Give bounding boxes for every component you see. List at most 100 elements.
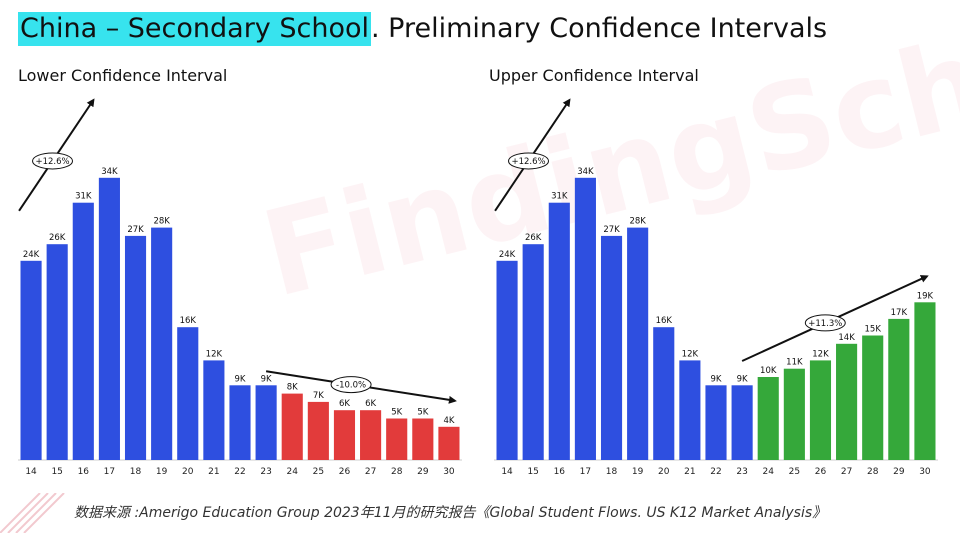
upper-data-label-30: 19K [917,291,934,301]
lower-trend-1-badge [32,152,74,170]
upper-bar-28 [862,335,884,460]
upper-chart-title: Upper Confidence Interval [489,66,699,85]
upper-data-label-16: 31K [551,192,568,202]
lower-data-label-14: 24K [23,250,40,260]
lower-bar-20 [177,327,199,460]
lower-data-label-22: 9K [235,374,246,384]
upper-bar-27 [836,343,858,460]
lower-data-label-29: 5K [417,408,428,418]
lower-tick-label-30: 30 [443,467,455,477]
lower-tick-label-20: 20 [182,467,194,477]
lower-data-label-15: 26K [49,233,66,243]
upper-bar-24 [757,377,779,460]
lower-data-label-27: 6K [365,399,376,409]
lower-tick-label-14: 14 [25,467,37,477]
lower-bar-30 [438,426,460,460]
upper-bar-25 [783,368,805,460]
upper-tick-label-14: 14 [501,467,513,477]
upper-trend-2-text: +11.3% [808,319,842,329]
upper-trend-2-badge [804,314,846,332]
upper-data-label-23: 9K [737,374,748,384]
lower-trend-2-badge [330,376,372,394]
upper-tick-label-25: 25 [789,467,800,477]
upper-bar-30 [914,302,936,460]
upper-data-label-22: 9K [711,374,722,384]
lower-bar-14 [20,260,42,460]
lower-data-label-20: 16K [180,316,197,326]
upper-bar-15 [522,244,544,460]
lower-data-label-19: 28K [153,217,170,227]
lower-data-label-24: 8K [287,383,298,393]
lower-tick-label-24: 24 [287,467,299,477]
lower-confidence-chart: 24K 14 26K 15 31K 16 34K 17 27K 18 28K 19 16K 20 12K 21… [18,98,462,477]
lower-bar-28 [386,418,408,460]
upper-bar-20 [653,327,675,460]
lower-data-label-21: 12K [206,349,223,359]
upper-trend-1-badge [508,152,550,170]
upper-data-label-27: 14K [838,333,855,343]
upper-data-label-20: 16K [656,316,673,326]
source-note: 数据来源 :Amerigo Education Group 2023年11月的研… [74,505,827,521]
lower-tick-label-16: 16 [78,467,90,477]
lower-tick-label-22: 22 [234,467,245,477]
upper-data-label-17: 34K [577,167,594,177]
lower-tick-label-15: 15 [51,467,62,477]
lower-trend-2-text: -10.0% [336,381,366,391]
upper-data-label-26: 12K [812,349,829,359]
lower-tick-label-27: 27 [365,467,376,477]
upper-tick-label-28: 28 [867,467,879,477]
lower-bar-16 [72,202,94,460]
upper-tick-label-29: 29 [893,467,905,477]
upper-bar-22 [705,385,727,460]
upper-data-label-19: 28K [629,217,646,227]
upper-trend-1-text: +12.6% [511,157,545,167]
upper-tick-label-20: 20 [658,467,670,477]
lower-data-label-18: 27K [127,225,144,235]
lower-tick-label-17: 17 [104,467,115,477]
upper-bar-17 [574,177,596,461]
lower-bar-19 [151,227,173,460]
upper-data-label-14: 24K [499,250,516,260]
lower-tick-label-19: 19 [156,467,168,477]
upper-data-label-21: 12K [682,349,699,359]
lower-tick-label-26: 26 [339,467,351,477]
lower-data-label-28: 5K [391,408,402,418]
upper-tick-label-22: 22 [710,467,721,477]
upper-bar-14 [496,260,518,460]
lower-trend-1-text: +12.6% [35,157,69,167]
upper-tick-label-17: 17 [580,467,591,477]
lower-bar-18 [124,235,147,460]
upper-bar-19 [627,227,649,460]
lower-bar-17 [98,177,120,461]
lower-data-label-30: 4K [443,416,454,426]
upper-tick-label-30: 30 [919,467,931,477]
lower-bar-21 [203,360,225,460]
lower-tick-label-25: 25 [313,467,324,477]
lower-tick-label-18: 18 [130,467,142,477]
lower-chart-title: Lower Confidence Interval [18,66,228,85]
lower-bar-27 [360,410,382,460]
lower-tick-label-29: 29 [417,467,429,477]
upper-data-label-29: 17K [891,308,908,318]
upper-data-label-24: 10K [760,366,777,376]
lower-data-label-23: 9K [261,374,272,384]
upper-bar-16 [548,202,570,460]
title-highlight: China – Secondary School [18,12,371,46]
upper-tick-label-23: 23 [736,467,747,477]
title-rest: . Preliminary Confidence Intervals [371,13,828,44]
upper-tick-label-27: 27 [841,467,852,477]
lower-bar-26 [333,410,356,460]
lower-data-label-16: 31K [75,192,92,202]
lower-tick-label-28: 28 [391,467,403,477]
upper-tick-label-21: 21 [684,467,695,477]
page-title: China – Secondary School. Preliminary Co… [18,12,827,46]
lower-data-label-25: 7K [313,391,324,401]
lower-bar-25 [307,401,329,460]
corner-stripes-decoration [0,493,65,533]
upper-tick-label-24: 24 [763,467,775,477]
lower-bar-15 [46,244,68,460]
upper-tick-label-26: 26 [815,467,827,477]
upper-data-label-28: 15K [865,325,882,335]
upper-bar-26 [809,360,832,460]
upper-tick-label-18: 18 [606,467,618,477]
